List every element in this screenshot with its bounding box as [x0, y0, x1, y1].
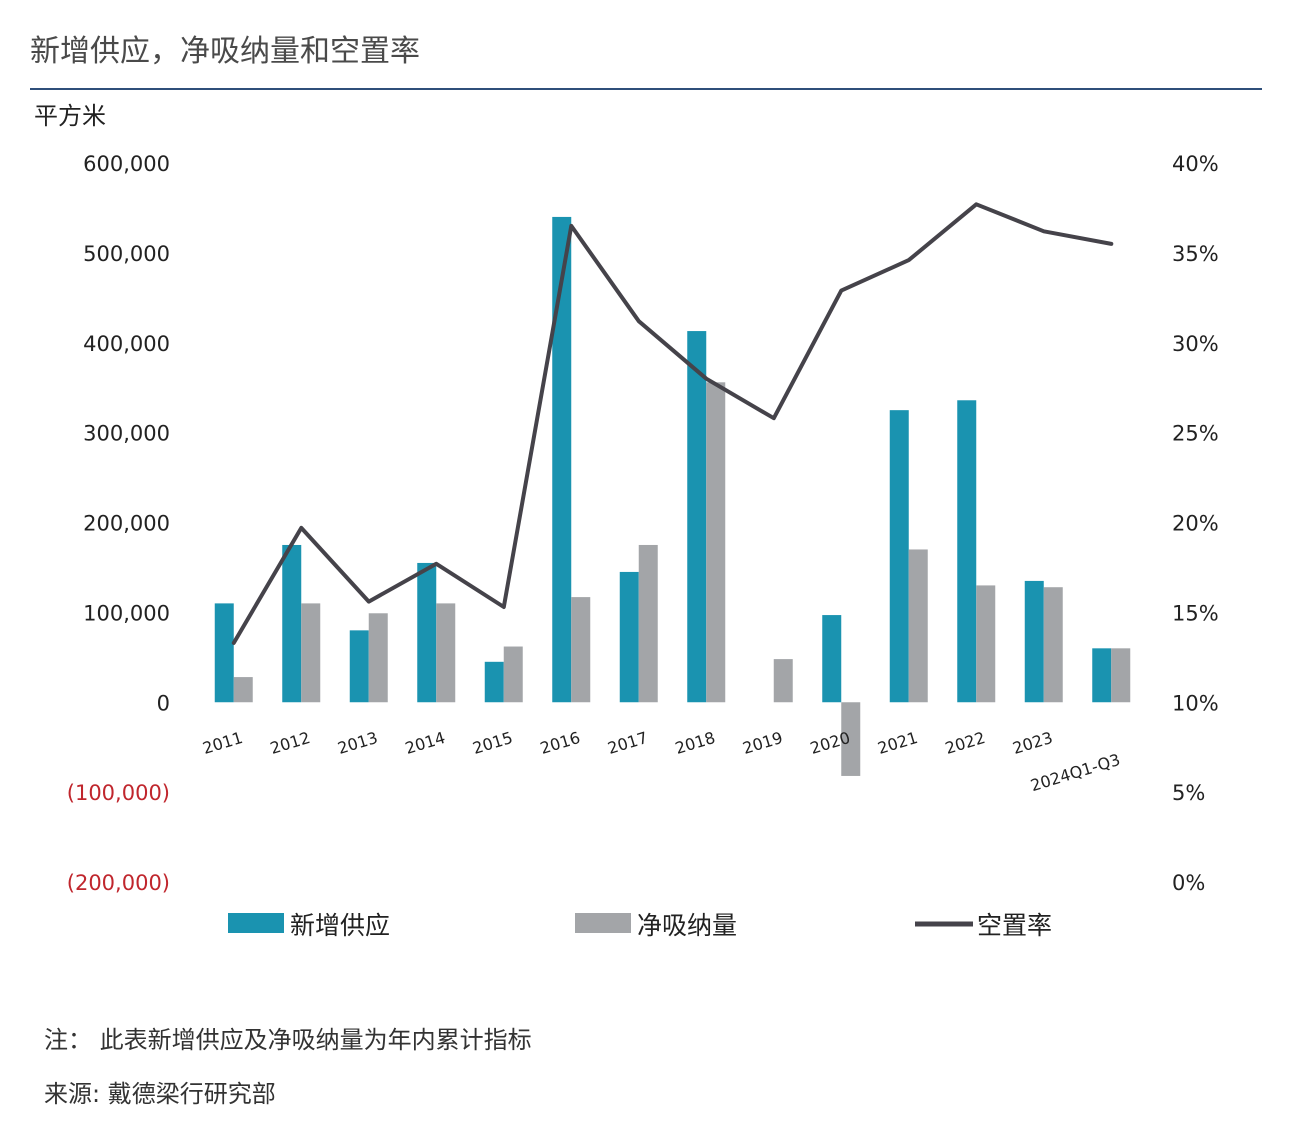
left-axis-tick-label: 100,000 [83, 601, 170, 625]
right-axis-tick-label: 0% [1172, 871, 1205, 895]
legend-label: 净吸纳量 [637, 911, 737, 940]
bar-supply [687, 331, 707, 703]
left-axis-tick-label: 300,000 [83, 422, 170, 446]
bar-absorption [571, 597, 591, 703]
bar-absorption [976, 585, 996, 703]
title-divider [30, 88, 1262, 90]
x-axis-tick-label: 2016 [538, 728, 582, 758]
legend: 新增供应 净吸纳量 空置率 [228, 911, 1052, 940]
x-axis-tick-label: 2022 [943, 728, 987, 758]
bar-absorption [638, 544, 658, 703]
combo-chart: 600,000 500,000 400,000 300,000 200,000 100,0… [67, 152, 1219, 940]
y-axis-unit-label: 平方米 [34, 102, 106, 130]
left-axis-ticks: 600,000 500,000 400,000 300,000 200,000 100,0… [67, 152, 170, 895]
x-axis-tick-label: 2012 [268, 728, 312, 758]
bar-supply [552, 216, 572, 703]
left-axis-tick-label: (200,000) [67, 871, 170, 895]
bar-supply [417, 562, 437, 703]
vacancy-line [231, 202, 1114, 645]
bar-absorption [706, 382, 726, 703]
bar-supply [349, 630, 369, 703]
x-axis-tick-label: 2023 [1010, 728, 1054, 758]
legend-swatch [575, 913, 631, 933]
x-axis-tick-label: 2015 [470, 728, 514, 758]
bar-supply [484, 661, 504, 703]
right-axis-tick-label: 10% [1172, 691, 1219, 715]
x-axis-tick-label: 2017 [605, 728, 649, 758]
x-axis-tick-label: 2021 [875, 728, 919, 758]
bar-absorption [368, 613, 388, 703]
legend-label: 新增供应 [290, 911, 390, 940]
right-axis-tick-label: 5% [1172, 781, 1205, 805]
legend-label: 空置率 [977, 911, 1052, 940]
left-axis-tick-label: (100,000) [67, 781, 170, 805]
left-axis-tick-label: 200,000 [83, 512, 170, 536]
x-axis-tick-label: 2014 [403, 728, 447, 758]
x-axis-tick-label: 2024Q1-Q3 [1028, 750, 1122, 795]
x-axis-tick-label: 2013 [335, 728, 379, 758]
bar-absorption [301, 603, 321, 703]
x-axis-tick-label: 2018 [673, 728, 717, 758]
right-axis-ticks: 40% 35% 30% 25% 20% 15% 10% 5% 0% [1172, 152, 1219, 895]
right-axis-tick-label: 30% [1172, 332, 1219, 356]
bar-supply [889, 410, 909, 703]
bar-supply [619, 571, 639, 703]
x-axis-ticks: 2011 2012 2013 2014 2015 2016 2017 2018 2019 2020… [200, 728, 1122, 795]
bar-absorption [773, 659, 793, 703]
left-axis-tick-label: 0 [157, 691, 170, 715]
bar-absorption [503, 646, 523, 703]
left-axis-tick-label: 400,000 [83, 332, 170, 356]
right-axis-tick-label: 35% [1172, 242, 1219, 266]
bar-absorption [1111, 648, 1131, 703]
right-axis-tick-label: 25% [1172, 422, 1219, 446]
left-axis-tick-label: 600,000 [83, 152, 170, 176]
bar-supply [1092, 648, 1112, 703]
legend-swatch [228, 913, 284, 933]
bar-absorption [436, 603, 456, 703]
bar-supply [1024, 580, 1044, 703]
bar-absorption [841, 702, 861, 776]
left-axis-tick-label: 500,000 [83, 242, 170, 266]
right-axis-tick-label: 15% [1172, 601, 1219, 625]
chart-title: 新增供应，净吸纳量和空置率 [30, 34, 420, 69]
x-axis-tick-label: 2019 [740, 728, 784, 758]
bar-supply [822, 615, 842, 703]
line-series [231, 202, 1114, 645]
bar-supply [957, 400, 977, 703]
footnote: 注： 此表新增供应及净吸纳量为年内累计指标 [44, 1026, 532, 1054]
right-axis-tick-label: 20% [1172, 512, 1219, 536]
bar-absorption [1043, 587, 1063, 703]
right-axis-tick-label: 40% [1172, 152, 1219, 176]
bar-absorption [233, 677, 253, 703]
bar-supply [214, 603, 234, 703]
source-note: 来源: 戴德梁行研究部 [44, 1080, 276, 1108]
x-axis-tick-label: 2011 [200, 728, 244, 758]
bar-supply [282, 544, 302, 703]
bar-series [214, 216, 1131, 776]
bar-absorption [908, 549, 928, 703]
